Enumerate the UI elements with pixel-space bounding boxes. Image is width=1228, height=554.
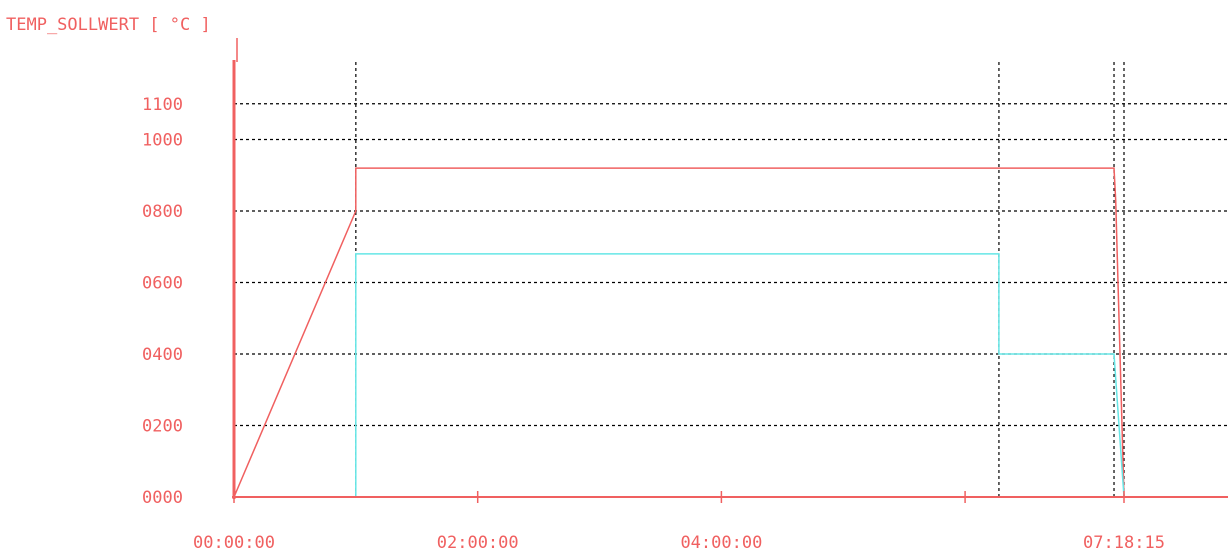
series-line-red bbox=[233, 167, 1125, 498]
y-tick-label: 0200 bbox=[142, 417, 183, 437]
x-tick-label: 04:00:00 bbox=[680, 533, 762, 553]
x-tick-label: 07:18:15 bbox=[1083, 533, 1165, 553]
chart-title: TEMP_SOLLWERT [ °C ] bbox=[6, 15, 211, 35]
x-tick-label: 00:00:00 bbox=[193, 533, 275, 553]
x-tick-labels: 00:00:00 02:00:00 04:00:00 07:18:15 bbox=[193, 533, 1165, 553]
x-tick-label: 02:00:00 bbox=[437, 533, 519, 553]
y-tick-labels: 0000 0200 0400 0600 0800 1000 1100 bbox=[142, 95, 183, 508]
y-tick-label: 0000 bbox=[142, 488, 183, 508]
y-tick-label: 0400 bbox=[142, 345, 183, 365]
y-tick-label: 1100 bbox=[142, 95, 183, 115]
series-line-cyan bbox=[234, 253, 1125, 498]
y-tick-label: 0800 bbox=[142, 202, 183, 222]
y-tick-label: 0600 bbox=[142, 274, 183, 294]
grid-lines bbox=[234, 103, 1228, 427]
axes bbox=[232, 38, 1228, 503]
vertical-markers bbox=[355, 62, 1125, 497]
series-layer bbox=[233, 167, 1125, 498]
y-tick-label: 1000 bbox=[142, 131, 183, 151]
